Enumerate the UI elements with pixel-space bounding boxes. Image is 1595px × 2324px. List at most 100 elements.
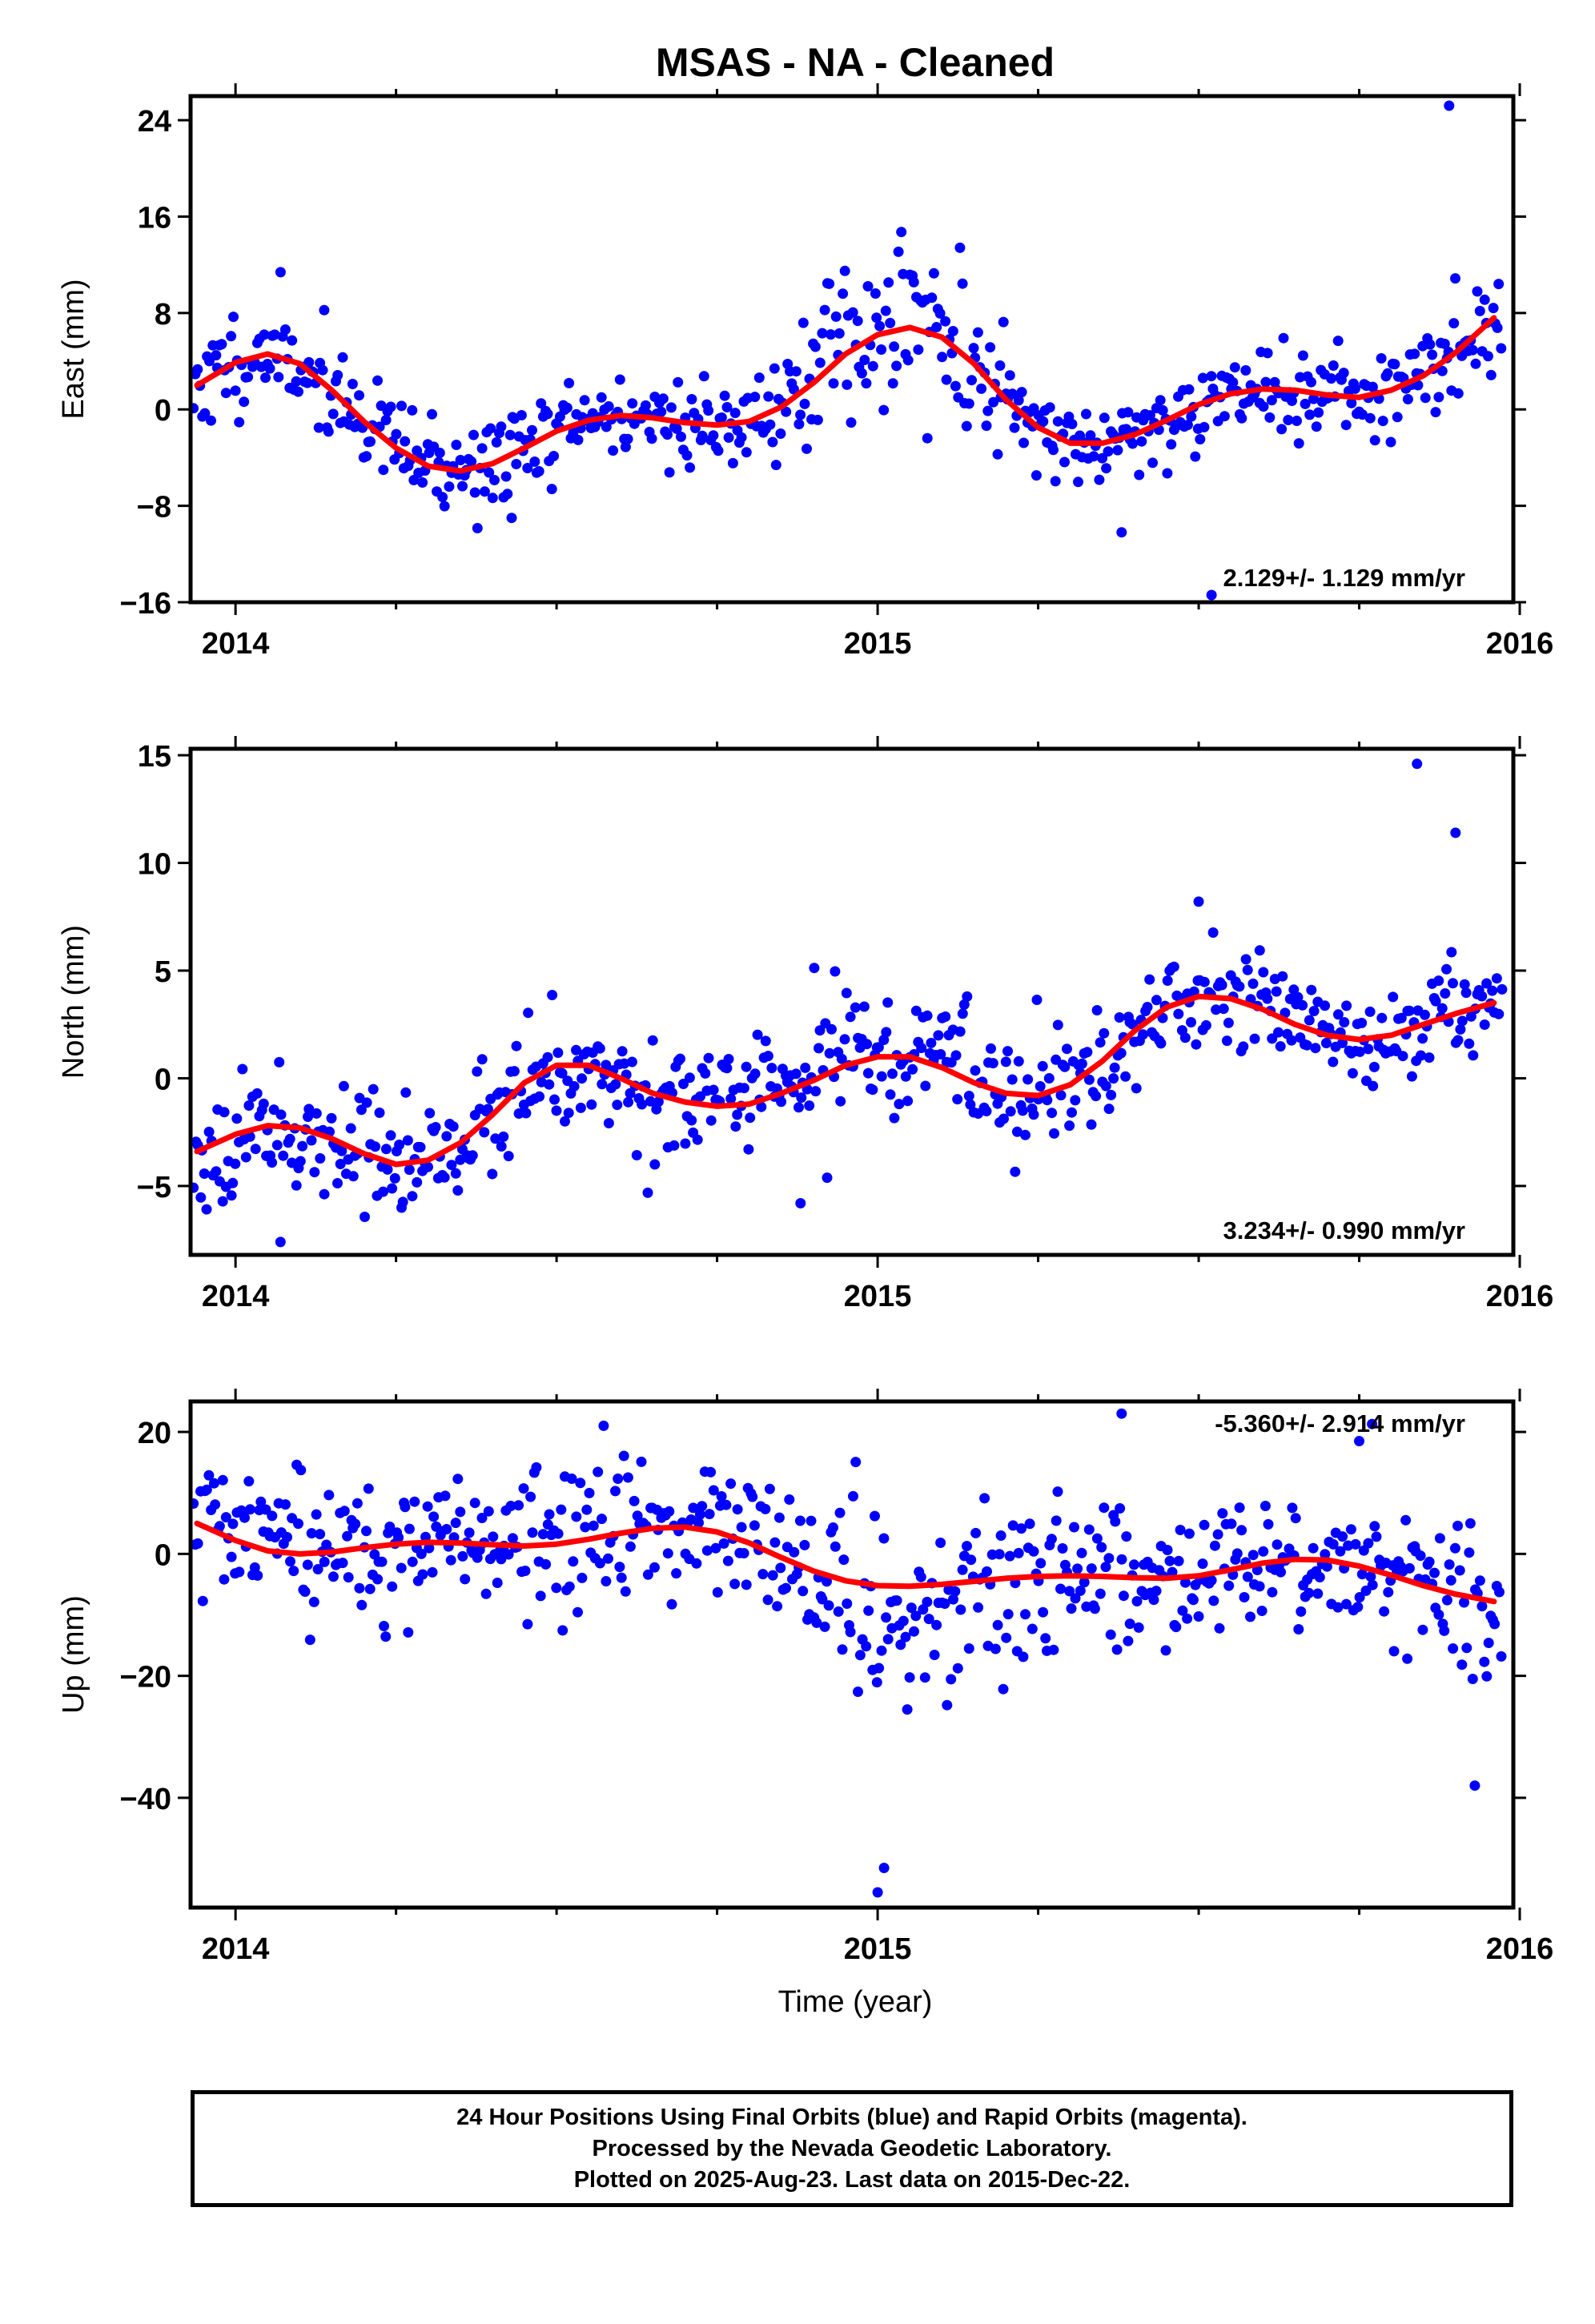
data-point: [1099, 1027, 1110, 1039]
data-point: [1474, 305, 1485, 316]
data-point: [982, 405, 994, 416]
data-point: [1013, 1547, 1024, 1558]
data-point: [1337, 1531, 1348, 1542]
data-point: [950, 1586, 961, 1597]
data-point: [1186, 411, 1197, 422]
data-point: [955, 1604, 966, 1615]
data-point: [1206, 1574, 1217, 1586]
data-point: [337, 1558, 348, 1569]
data-point: [476, 443, 488, 454]
outlier-point: [1206, 589, 1217, 601]
data-point: [601, 1576, 612, 1586]
data-point: [998, 1683, 1009, 1695]
fit-curve: [194, 1520, 1497, 1605]
data-point: [981, 1106, 992, 1116]
data-point: [853, 1687, 863, 1697]
data-point: [243, 1476, 255, 1487]
data-point: [237, 1063, 248, 1075]
data-point: [736, 1522, 747, 1533]
data-point: [681, 450, 693, 461]
data-point: [335, 1159, 346, 1169]
data-point: [1404, 1005, 1415, 1016]
plot-frame: [188, 746, 1516, 1257]
data-point: [1474, 1575, 1485, 1586]
data-point: [1249, 1033, 1260, 1044]
data-point: [1367, 1579, 1378, 1590]
data-point: [350, 1518, 361, 1530]
data-point: [721, 1063, 733, 1074]
data-point: [1238, 1041, 1249, 1052]
data-point: [507, 1533, 518, 1544]
data-point: [511, 1040, 522, 1051]
data-point: [267, 1157, 278, 1168]
data-point: [379, 1621, 389, 1631]
data-point: [1195, 434, 1206, 444]
data-point: [970, 1527, 982, 1538]
data-point: [1236, 1525, 1247, 1536]
data-point: [203, 1126, 215, 1137]
data-point: [1464, 1038, 1475, 1049]
data-point: [928, 267, 939, 279]
data-point: [870, 288, 881, 299]
data-point: [1052, 1019, 1063, 1031]
data-point: [1288, 984, 1300, 995]
data-point: [649, 1159, 661, 1170]
data-point: [284, 1133, 295, 1144]
data-point: [793, 419, 805, 430]
data-point: [1171, 1622, 1182, 1633]
data-point: [490, 1133, 501, 1144]
data-point: [889, 1112, 900, 1124]
data-point: [596, 392, 607, 403]
data-point: [896, 227, 907, 238]
data-point: [217, 1196, 228, 1207]
data-point: [520, 1108, 532, 1119]
data-point: [552, 1047, 564, 1058]
data-point: [439, 501, 450, 512]
data-point: [1179, 1577, 1191, 1588]
data-point: [264, 363, 275, 374]
data-point: [1121, 424, 1132, 435]
data-point: [620, 441, 631, 452]
data-point: [511, 459, 522, 469]
data-point: [1306, 376, 1316, 388]
data-point: [680, 1138, 691, 1149]
data-point: [1459, 1597, 1469, 1608]
data-point: [226, 1190, 237, 1201]
data-point: [931, 322, 942, 332]
data-point: [881, 1612, 892, 1623]
data-point: [614, 1562, 625, 1573]
data-point: [464, 1527, 475, 1538]
data-point: [482, 1104, 493, 1115]
data-point: [814, 357, 826, 368]
data-point: [1416, 1050, 1426, 1061]
data-point: [703, 1052, 714, 1063]
y-tick-label: 10: [138, 848, 171, 882]
data-point: [378, 1186, 388, 1197]
data-point: [1219, 411, 1230, 422]
data-point: [798, 317, 809, 328]
data-point: [275, 267, 286, 278]
data-point: [1440, 988, 1451, 999]
data-point: [664, 467, 675, 478]
fit-curve: [194, 993, 1497, 1168]
data-point: [598, 1420, 609, 1431]
data-point: [665, 402, 677, 413]
data-point: [962, 1541, 972, 1552]
data-point: [1151, 995, 1162, 1006]
data-point: [297, 1140, 308, 1152]
data-point: [460, 1574, 471, 1585]
data-point: [568, 1081, 580, 1092]
data-point: [197, 1595, 208, 1606]
data-point: [1111, 1644, 1123, 1655]
data-point: [1038, 1606, 1049, 1618]
data-point: [508, 1066, 520, 1077]
y-axis-label: North (mm): [57, 925, 90, 1079]
data-point: [1190, 451, 1201, 462]
data-point: [985, 342, 996, 353]
data-point: [345, 1123, 356, 1134]
data-point: [1223, 1017, 1234, 1028]
data-point: [387, 1183, 398, 1194]
data-point: [364, 1583, 376, 1594]
data-point: [380, 1631, 392, 1642]
data-point: [1016, 387, 1027, 398]
